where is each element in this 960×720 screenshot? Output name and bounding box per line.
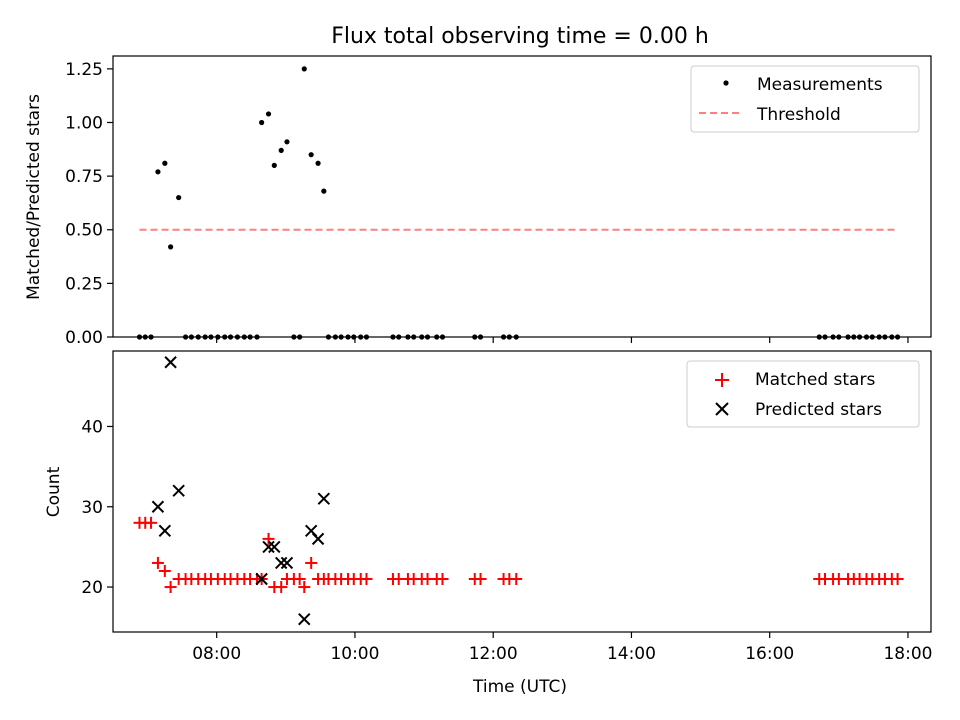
predicted-stars-point — [298, 612, 311, 626]
predicted-stars-point — [280, 556, 294, 570]
y-tick-label: 1.25 — [65, 60, 103, 80]
y-tick-label: 0.00 — [65, 328, 103, 348]
predicted-stars-point — [255, 572, 268, 586]
bottom-legend: Matched stars Predicted stars — [686, 360, 920, 428]
bottom-axes-frame — [112, 350, 932, 633]
matched-stars-point — [474, 573, 487, 586]
legend-threshold-label: Threshold — [756, 105, 841, 125]
predicted-stars-point — [268, 540, 281, 554]
predicted-stars-point — [172, 484, 185, 497]
measurement-point — [265, 111, 272, 117]
measurement-point — [301, 66, 307, 72]
x-tick-label: 18:00 — [883, 644, 932, 664]
bottom-panel: 20 30 40 08:00 10:00 12:00 14:00 16:00 18:00 Co… — [44, 350, 932, 697]
top-panel: 0.00 0.25 0.50 0.75 1.00 1.25 Matched/Predict… — [24, 55, 932, 348]
top-y-axis-label: Matched/Predicted stars — [24, 94, 44, 300]
bottom-y-axis-label: Count — [44, 466, 64, 517]
measurement-point — [278, 147, 284, 153]
top-x-axis — [216, 337, 909, 343]
chart-title: Flux total observing time = 0.00 h — [331, 24, 709, 49]
top-legend: Measurements Threshold — [690, 65, 920, 133]
predicted-stars-point — [151, 500, 165, 513]
y-tick-label: 1.00 — [65, 113, 103, 133]
matched-stars-point — [510, 573, 523, 586]
y-tick-label: 0.75 — [65, 167, 103, 187]
x-axis-label: Time (UTC) — [472, 677, 567, 697]
x-tick-label: 16:00 — [745, 644, 794, 664]
measurement-point — [308, 152, 314, 158]
top-axes-frame — [112, 55, 932, 338]
measurement-point — [259, 119, 265, 126]
matched-stars-point — [360, 573, 373, 586]
bottom-plot-area — [133, 356, 904, 626]
legend-predicted-label: Predicted stars — [755, 400, 882, 420]
measurement-point — [271, 162, 277, 168]
measurement-point — [168, 244, 174, 250]
legend-matched-label: Matched stars — [755, 370, 875, 390]
matched-stars-point — [891, 573, 904, 586]
matched-stars-point — [298, 581, 311, 594]
predicted-stars-point — [311, 532, 325, 546]
measurement-point — [162, 160, 168, 166]
matched-stars-point — [436, 573, 449, 586]
y-tick-label: 30 — [81, 498, 103, 518]
predicted-stars-point — [317, 492, 331, 505]
predicted-stars-point — [275, 556, 288, 570]
legend-plus-marker — [715, 373, 729, 387]
matched-stars-point — [305, 556, 318, 569]
matched-stars-point — [275, 581, 288, 594]
y-tick-label: 20 — [81, 578, 103, 598]
matched-stars-point — [145, 516, 158, 529]
top-y-axis: 0.00 0.25 0.50 0.75 1.00 1.25 — [65, 60, 113, 348]
measurement-point — [321, 188, 327, 194]
matched-stars-point — [158, 564, 171, 577]
x-tick-label: 10:00 — [330, 644, 379, 664]
x-tick-label: 08:00 — [192, 644, 241, 664]
matched-stars-point — [293, 573, 306, 586]
legend-dot-marker — [723, 80, 729, 86]
y-tick-label: 0.50 — [65, 221, 103, 241]
top-legend-box — [690, 65, 920, 133]
bottom-legend-box — [686, 360, 920, 428]
matched-stars-point — [164, 581, 177, 594]
x-tick-label: 12:00 — [469, 644, 518, 664]
x-tick-label: 14:00 — [607, 644, 656, 664]
y-tick-label: 0.25 — [65, 274, 103, 294]
predicted-stars-point — [158, 524, 172, 538]
bottom-y-axis: 20 30 40 — [81, 417, 113, 598]
y-tick-label: 40 — [81, 417, 103, 437]
legend-x-marker — [715, 402, 729, 416]
legend-measurements-label: Measurements — [757, 75, 883, 95]
measurement-point — [315, 160, 321, 166]
matched-stars-point — [151, 556, 164, 569]
measurement-point — [176, 194, 182, 201]
predicted-stars-point — [164, 356, 177, 369]
measurement-point — [155, 169, 161, 175]
bottom-x-axis: 08:00 10:00 12:00 14:00 16:00 18:00 — [192, 632, 932, 664]
predicted-stars-point — [262, 540, 275, 554]
matched-stars-point — [262, 532, 275, 545]
measurement-point — [284, 139, 290, 145]
